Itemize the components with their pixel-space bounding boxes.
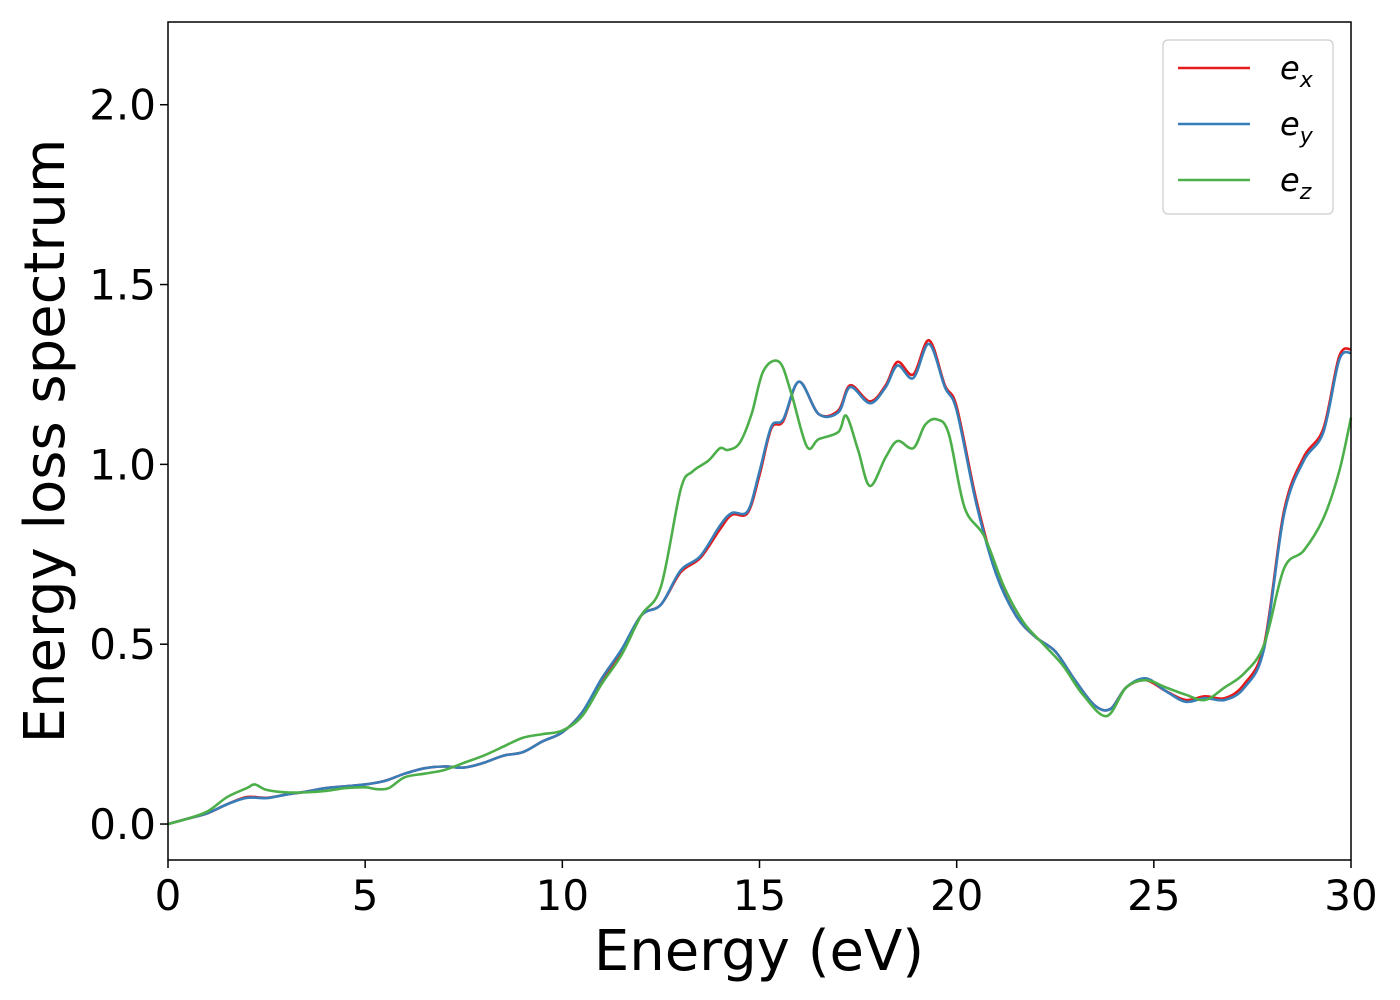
series-line-y xyxy=(167,342,1352,826)
series-line-z xyxy=(167,359,1353,826)
x-tick-label: 15 xyxy=(733,871,786,920)
x-tick-label: 5 xyxy=(352,871,379,920)
x-axis-label: Energy (eV) xyxy=(594,919,924,984)
x-tick-label: 30 xyxy=(1324,871,1377,920)
y-axis-ticks: 0.0 0.5 1.0 1.5 2.0 xyxy=(89,81,168,849)
y-tick-label: 0.0 xyxy=(89,800,156,849)
x-axis-ticks: 0 5 10 15 20 25 30 xyxy=(155,860,1378,920)
y-tick-label: 1.0 xyxy=(89,440,156,489)
series-line-x xyxy=(167,338,1352,826)
x-tick-label: 20 xyxy=(930,871,983,920)
y-tick-label: 1.5 xyxy=(89,261,156,310)
legend-box xyxy=(1162,39,1334,215)
x-tick-label: 0 xyxy=(155,871,182,920)
y-axis-label: Energy loss spectrum xyxy=(13,139,78,744)
x-tick-label: 25 xyxy=(1127,871,1180,920)
y-tick-label: 2.0 xyxy=(89,81,156,130)
x-tick-label: 10 xyxy=(536,871,589,920)
series-lines xyxy=(167,338,1353,826)
y-tick-label: 0.5 xyxy=(89,620,156,669)
